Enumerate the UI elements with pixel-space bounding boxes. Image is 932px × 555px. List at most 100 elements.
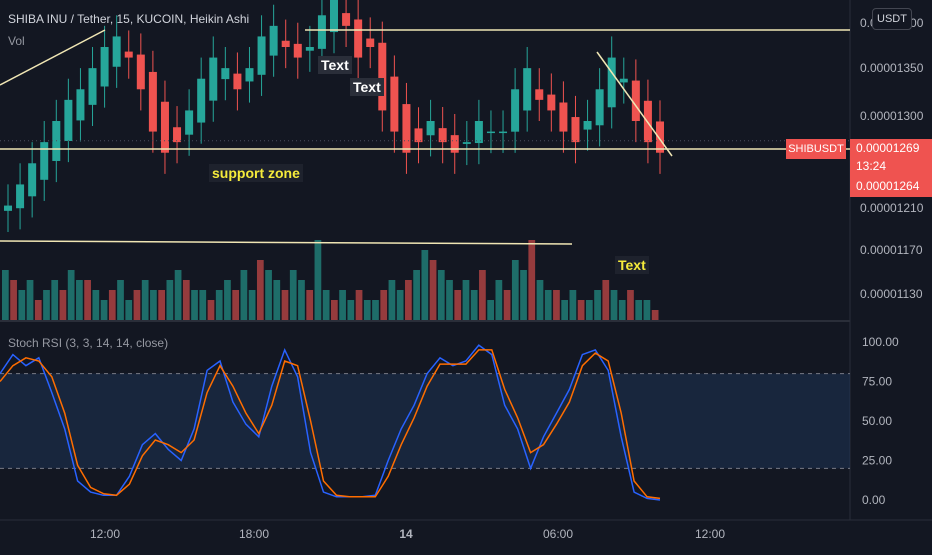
candle-body [209, 57, 218, 101]
last-price-box: 0.00001269 13:24 0.00001264 [850, 139, 932, 197]
volume-bar [528, 240, 536, 320]
candle-body [88, 68, 97, 105]
volume-bar [520, 270, 527, 320]
symbol-label: SHIBUSDT [786, 139, 846, 159]
candle-body [607, 57, 616, 108]
candle-body [124, 51, 133, 58]
volume-bar [651, 310, 659, 320]
volume-bar [273, 280, 281, 320]
candle-body [656, 121, 664, 153]
volume-bar [339, 290, 346, 320]
candle-body [136, 54, 145, 90]
candle-body [245, 68, 254, 82]
candle-body [595, 89, 604, 126]
volume-bar [413, 270, 420, 320]
stoch-d-line [0, 349, 661, 500]
volume-bar [429, 260, 437, 320]
chart-title: SHIBA INU / Tether, 15, KUCOIN, Heikin A… [8, 12, 250, 26]
candle-body [185, 110, 194, 135]
volume-bar [232, 290, 240, 320]
volume-bar [51, 280, 59, 320]
volume-bar [487, 300, 494, 320]
stoch-tick-label: 75.00 [862, 375, 892, 389]
candle-body [366, 38, 375, 47]
volume-bar [388, 280, 396, 320]
candle-body [28, 163, 37, 197]
drawings [0, 29, 850, 245]
stoch-tick-label: 50.00 [862, 414, 892, 428]
candle-body [450, 135, 459, 153]
last-price: 0.00001269 [856, 141, 920, 155]
volume-bar [569, 290, 577, 320]
candle-body [523, 68, 532, 111]
volume-bar [182, 280, 190, 320]
currency-button[interactable]: USDT [872, 8, 912, 30]
candle-body [499, 131, 508, 134]
volume-bar [34, 300, 42, 320]
candle-body [535, 89, 544, 100]
volume-bar [92, 290, 100, 320]
volume-bar [76, 280, 83, 320]
candle-body [100, 47, 109, 87]
annotation-text-1[interactable]: Text [318, 56, 352, 74]
volume-bar [495, 280, 503, 320]
annotation-support-zone[interactable]: support zone [209, 164, 303, 182]
volume-bar [289, 270, 297, 320]
trendline-rising[interactable] [0, 29, 106, 86]
price-tick-label: 0.00001210 [860, 201, 924, 215]
volume-bar [141, 280, 149, 320]
candle-body [462, 142, 471, 144]
price-tick-label: 0.00001300 [860, 109, 924, 123]
candle-body [76, 89, 85, 121]
volume-bar [446, 280, 453, 320]
volume-bar [585, 300, 593, 320]
volume-bar [215, 290, 223, 320]
time-tick-label: 12:00 [90, 527, 120, 541]
volume-bar [125, 300, 133, 320]
volume-bar [298, 280, 305, 320]
volume-legend: Vol [8, 34, 25, 48]
countdown-timer: 13:24 [856, 159, 887, 173]
volume-bar [610, 290, 618, 320]
candle-body [221, 68, 230, 80]
volume-bar [224, 280, 231, 320]
volume-bar [306, 290, 314, 320]
volume-bar [265, 270, 272, 320]
candlesticks [0, 0, 850, 232]
candle-body [631, 80, 640, 121]
volume-bar [396, 290, 404, 320]
candle-body [619, 78, 628, 83]
candle-body [559, 102, 568, 132]
volume-bar [503, 290, 511, 320]
volume-bar [150, 290, 157, 320]
candle-body [547, 94, 556, 111]
candle-body [390, 76, 399, 132]
annotation-text-2[interactable]: Text [350, 78, 384, 96]
volume-bar [405, 280, 412, 320]
volume-bar [84, 280, 91, 320]
volume-bar [462, 280, 470, 320]
annotation-text-3[interactable]: Text [615, 256, 649, 274]
volume-bar [355, 290, 363, 320]
time-tick-label: 18:00 [239, 527, 269, 541]
volume-bar [322, 290, 330, 320]
trendline-falling[interactable] [596, 51, 673, 157]
candle-body [197, 78, 206, 123]
candle-body [378, 42, 387, 111]
second-price: 0.00001264 [856, 179, 920, 193]
candle-body [342, 13, 351, 26]
price-tick-label: 0.00001130 [860, 287, 923, 301]
volume-bar [454, 290, 462, 320]
candle-body [583, 121, 592, 130]
candle-body [305, 47, 314, 51]
volume-bar [314, 240, 322, 320]
price-tick-label: 0.00001350 [860, 61, 924, 75]
candle-body [269, 25, 278, 56]
volume-line[interactable] [0, 240, 573, 245]
volume-bar [248, 290, 256, 320]
volume-bars [2, 240, 659, 320]
volume-bar [380, 290, 388, 320]
volume-bar [256, 260, 264, 320]
volume-bar [363, 300, 371, 320]
